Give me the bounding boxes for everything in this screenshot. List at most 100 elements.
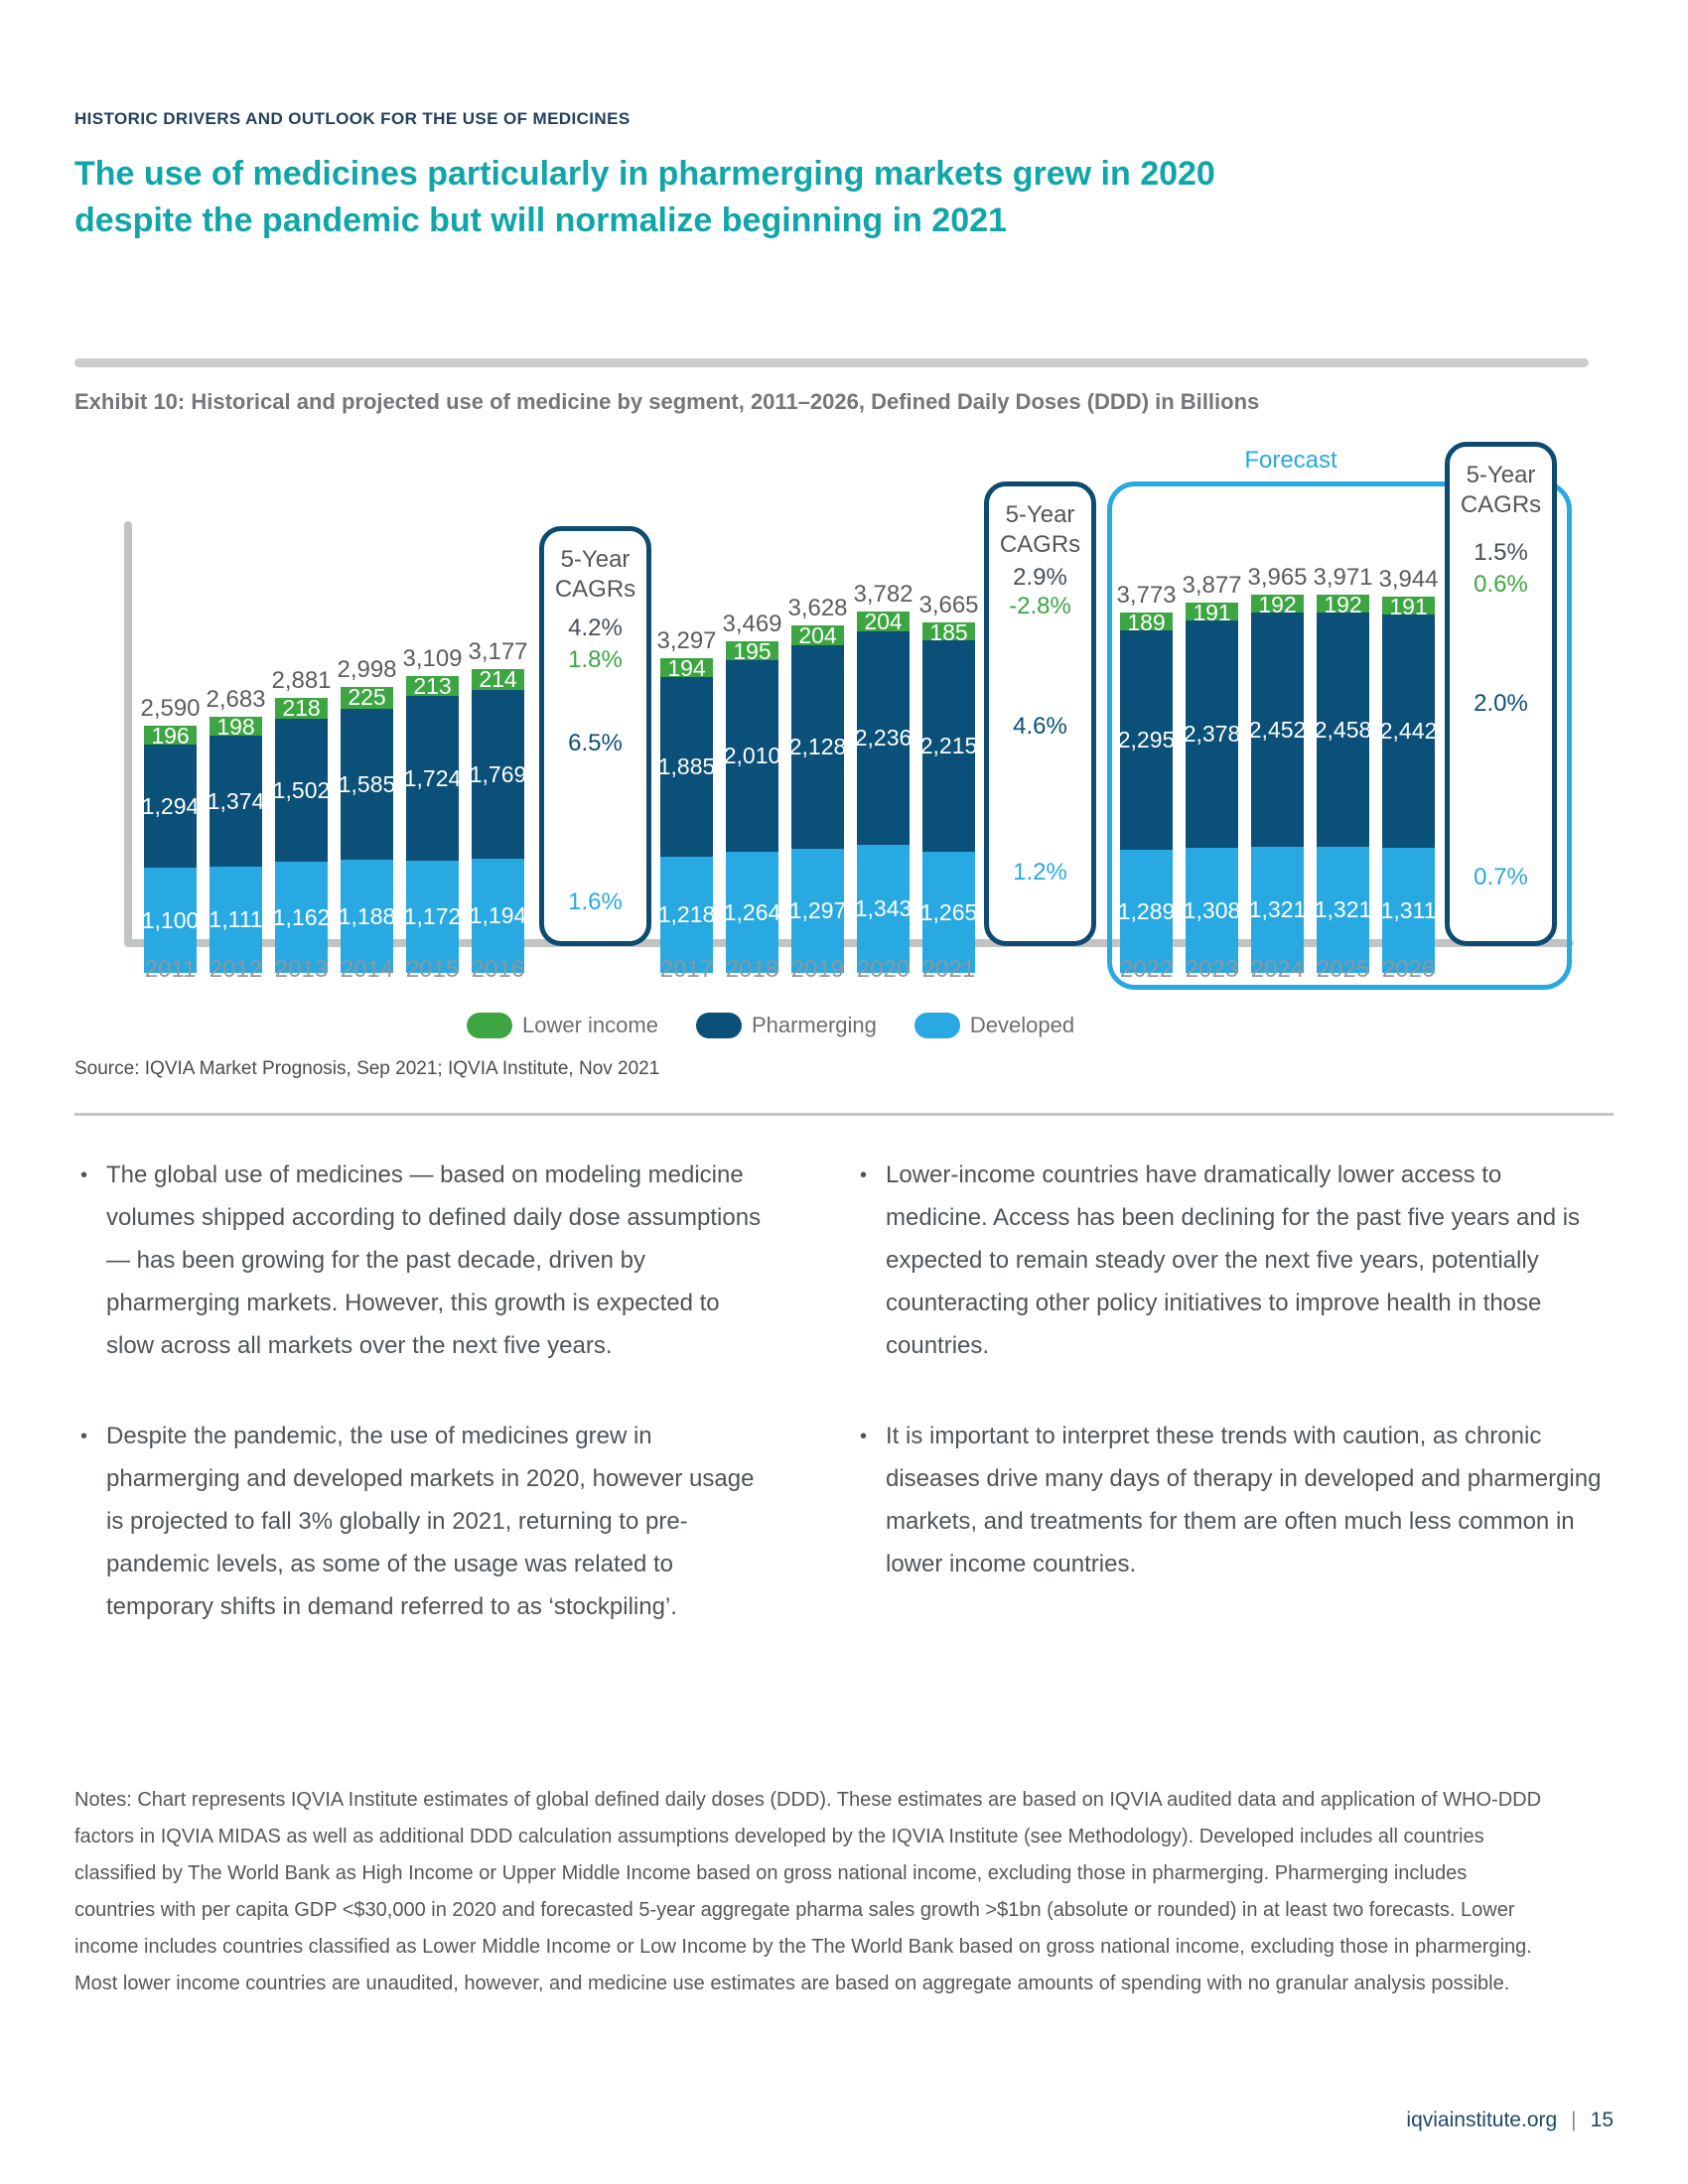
segment-lower-income: 213 — [406, 673, 459, 699]
footer-separator: | — [1571, 2109, 1577, 2131]
segment-pharmerging: 2,010 — [723, 660, 781, 852]
bullet-item: • The global use of medicines — based on … — [74, 1154, 770, 1367]
segment-value-label: 204 — [864, 609, 903, 634]
bullet-dot: • — [860, 1426, 868, 1447]
segment-pharmerging: 2,128 — [788, 645, 847, 849]
cagr-value-developed: 1.2% — [1013, 859, 1067, 886]
page-title: The use of medicines particularly in pha… — [74, 155, 1215, 239]
bullet-text: Lower-income countries have dramatically… — [886, 1161, 1581, 1359]
bullet-dot: • — [80, 1164, 88, 1186]
segment-value-label: 194 — [667, 655, 706, 681]
segment-value-label: 1,289 — [1117, 897, 1176, 924]
segment-value-label: 1,311 — [1380, 896, 1437, 923]
chart-legend: Lower income Pharmerging Developed — [467, 1013, 1074, 1038]
segment-value-label: 225 — [348, 684, 386, 710]
segment-lower-income: 191 — [1382, 594, 1435, 619]
bullet-list-right: • Lower-income countries have dramaticall… — [854, 1154, 1609, 1633]
segment-value-label: 1,294 — [141, 792, 200, 819]
legend-label: Lower income — [522, 1013, 658, 1037]
segment-value-label: 1,585 — [338, 770, 396, 797]
bar-2011: 2,590 196 1,294 1,100 — [140, 695, 201, 973]
segment-value-label: 1,188 — [338, 902, 396, 929]
year-label: 2014 — [340, 956, 394, 983]
bar-2023: 3,877 191 2,378 1,308 — [1182, 572, 1242, 973]
footer-page-number: 15 — [1590, 2109, 1614, 2131]
bar-total-label: 2,590 — [140, 695, 201, 722]
segment-pharmerging: 1,885 — [657, 677, 716, 857]
segment-pharmerging: 2,295 — [1117, 630, 1176, 850]
segment-value-label: 2,442 — [1379, 718, 1438, 744]
segment-pharmerging: 2,458 — [1315, 613, 1371, 847]
segment-value-label: 2,452 — [1248, 716, 1307, 743]
segment-value-label: 1,194 — [469, 902, 527, 928]
cagr-title: 5-Year CAGRs — [999, 501, 1081, 558]
cagr-title: 5-Year CAGRs — [1460, 462, 1542, 518]
cagr-value-developed: 0.7% — [1474, 864, 1528, 890]
year-label: 2024 — [1250, 956, 1305, 983]
segment-developed: 1,218 — [658, 857, 715, 973]
legend-swatch — [695, 1013, 742, 1038]
segment-value-label: 2,215 — [919, 733, 978, 758]
segment-developed: 1,264 — [724, 852, 780, 973]
bar-total-label: 3,773 — [1116, 582, 1177, 609]
bullet-dot: • — [860, 1164, 868, 1186]
bar-total-label: 3,109 — [402, 645, 463, 672]
segment-value-label: 196 — [151, 723, 190, 749]
segment-lower-income: 196 — [144, 723, 197, 749]
forecast-label: Forecast — [1244, 447, 1337, 474]
bar-total-label: 2,683 — [206, 686, 266, 713]
segment-value-label: 2,128 — [788, 734, 847, 759]
bar-2017: 3,297 194 1,885 1,218 — [656, 627, 717, 973]
segment-developed: 1,321 — [1249, 847, 1306, 973]
exhibit-caption: Exhibit 10: Historical and projected use… — [74, 389, 1260, 414]
segment-lower-income: 218 — [275, 695, 328, 721]
segment-developed: 1,111 — [209, 867, 263, 973]
bullet-list-left: • The global use of medicines — based on … — [74, 1154, 770, 1676]
bar-total-label: 3,469 — [722, 611, 782, 637]
segment-pharmerging: 1,294 — [141, 745, 200, 868]
year-label: 2012 — [209, 956, 263, 983]
y-axis-line — [124, 521, 132, 943]
title-divider — [74, 358, 1589, 367]
segment-lower-income: 225 — [341, 684, 393, 710]
bar-total-label: 2,881 — [271, 667, 332, 694]
cagr-value-overall: 1.5% — [1474, 539, 1528, 566]
segment-lower-income: 185 — [922, 619, 975, 645]
segment-value-label: 2,010 — [723, 743, 781, 768]
legend-item: Pharmerging — [695, 1013, 877, 1038]
segment-developed: 1,188 — [338, 860, 396, 973]
bar-2024: 3,965 192 2,452 1,321 — [1247, 564, 1308, 973]
segment-lower-income: 198 — [210, 714, 262, 740]
segment-value-label: 195 — [733, 638, 772, 664]
legend-label: Developed — [969, 1013, 1075, 1037]
segment-value-label: 2,378 — [1183, 721, 1241, 747]
cagr-value-pharmerging: 6.5% — [568, 730, 623, 756]
segment-developed: 1,321 — [1315, 847, 1371, 973]
bullet-text: Despite the pandemic, the use of medicin… — [106, 1423, 755, 1620]
bullet-text: The global use of medicines — based on m… — [106, 1161, 762, 1359]
year-label: 2017 — [659, 956, 714, 983]
segment-value-label: 2,236 — [854, 725, 913, 751]
body-divider — [74, 1113, 1614, 1116]
legend-item: Lower income — [467, 1013, 658, 1038]
segment-pharmerging: 2,452 — [1248, 613, 1307, 847]
segment-value-label: 1,769 — [469, 760, 527, 787]
segment-pharmerging: 1,585 — [338, 709, 396, 860]
legend-swatch — [914, 1013, 960, 1038]
segment-developed: 1,343 — [855, 845, 912, 973]
cagr-value-pharmerging: 4.6% — [1013, 713, 1067, 740]
cagr-value-lower-income: 0.6% — [1474, 571, 1528, 598]
source-text: Source: IQVIA Market Prognosis, Sep 2021… — [74, 1058, 660, 1079]
segment-pharmerging: 1,769 — [469, 690, 527, 859]
segment-developed: 1,265 — [920, 852, 977, 973]
bar-total-label: 3,965 — [1247, 564, 1308, 591]
year-label: 2015 — [405, 956, 460, 983]
notes-text: Notes: Chart represents IQVIA Institute … — [74, 1789, 1542, 1994]
segment-value-label: 2,295 — [1117, 727, 1176, 752]
segment-value-label: 213 — [413, 673, 452, 699]
segment-developed: 1,311 — [1380, 848, 1437, 973]
bar-total-label: 3,782 — [853, 581, 914, 608]
segment-value-label: 1,885 — [657, 753, 716, 779]
bullet-item: • Lower-income countries have dramaticall… — [854, 1154, 1609, 1367]
